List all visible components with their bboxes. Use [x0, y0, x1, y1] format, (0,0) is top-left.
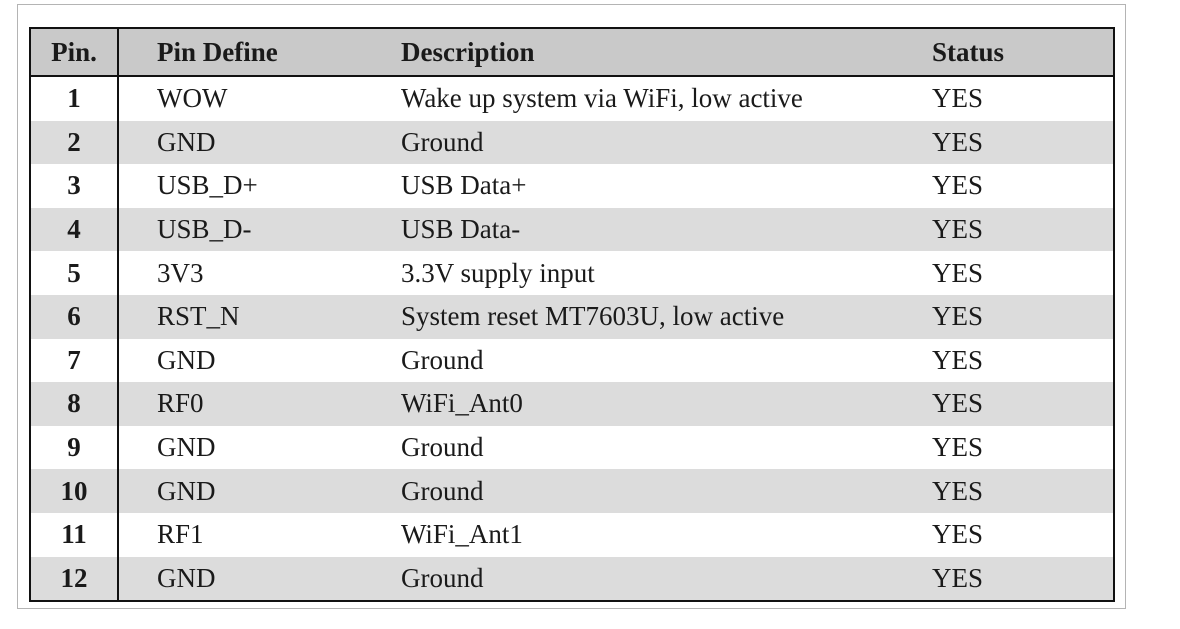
- description-cell: WiFi_Ant1: [401, 519, 523, 550]
- status-cell: YES: [932, 344, 984, 375]
- status-cell: YES: [932, 382, 1114, 426]
- image-frame: [17, 4, 1126, 609]
- table-row: 11 RF1 WiFi_Ant1 YES: [30, 512, 1114, 557]
- status-cell: YES: [932, 519, 984, 550]
- header-pin-define: Pin Define: [118, 28, 401, 77]
- description-cell: Ground: [401, 469, 932, 513]
- status-cell: YES: [932, 120, 1114, 165]
- pin-cell: 2: [30, 120, 119, 165]
- description-cell: WiFi_Ant0: [401, 382, 932, 426]
- pin-cell: 10: [30, 469, 119, 513]
- pin-define-cell: GND: [157, 432, 216, 463]
- description-cell: USB Data-: [401, 207, 932, 252]
- description-cell: Ground: [401, 556, 932, 602]
- pin-define-cell: USB_D-: [118, 207, 401, 252]
- pin-cell: 11: [30, 512, 119, 557]
- status-cell: YES: [932, 469, 1114, 513]
- pin-cell: 12: [30, 556, 119, 602]
- pin-define-cell: RST_N: [118, 294, 401, 339]
- pin-define-cell: GND: [118, 469, 401, 513]
- status-cell: YES: [932, 294, 1114, 339]
- pin-cell: 7: [30, 338, 119, 383]
- status-cell: YES: [932, 170, 984, 201]
- description-cell: USB Data+: [401, 170, 527, 201]
- table-row: 8 RF0 WiFi_Ant0 YES: [30, 382, 1114, 426]
- pin-cell: 5: [30, 251, 119, 295]
- pin-cell: 8: [30, 382, 119, 426]
- table-row: 9 GND Ground YES: [30, 425, 1114, 470]
- header-description: Description: [401, 28, 932, 77]
- status-cell: YES: [932, 83, 984, 114]
- table-row: 10 GND Ground YES: [30, 469, 1114, 513]
- table-row: 5 3V3 3.3V supply input YES: [30, 251, 1114, 295]
- header-status: Status: [932, 28, 1114, 77]
- description-cell: Ground: [401, 432, 484, 463]
- pin-define-cell: RF1: [157, 519, 204, 550]
- description-cell: 3.3V supply input: [401, 257, 595, 288]
- table-header-row: Pin. Pin Define Description Status: [30, 28, 1114, 77]
- pin-define-cell: GND: [118, 120, 401, 165]
- description-cell: Ground: [401, 344, 484, 375]
- table-row: 7 GND Ground YES: [30, 338, 1114, 383]
- pin-cell: 3: [30, 164, 119, 208]
- status-cell: YES: [932, 432, 984, 463]
- description-cell: Ground: [401, 120, 932, 165]
- pin-define-cell: GND: [118, 556, 401, 602]
- pin-define-cell: USB_D+: [157, 170, 258, 201]
- status-cell: YES: [932, 556, 1114, 602]
- table-row: 6 RST_N System reset MT7603U, low active YE…: [30, 294, 1114, 339]
- table-row: 2 GND Ground YES: [30, 120, 1114, 165]
- table-row: 3 USB_D+ USB Data+ YES: [30, 164, 1114, 208]
- pin-table: Pin. Pin Define Description Status 1 WOW W…: [29, 27, 1115, 603]
- pin-cell: 9: [30, 425, 119, 470]
- table-row: 1 WOW Wake up system via WiFi, low active Y…: [30, 76, 1114, 121]
- status-cell: YES: [932, 207, 1114, 252]
- table-row: 12 GND Ground YES: [30, 556, 1114, 602]
- pin-define-cell: 3V3: [157, 257, 204, 288]
- pin-cell: 4: [30, 207, 119, 252]
- pin-define-cell: GND: [157, 344, 216, 375]
- description-cell: System reset MT7603U, low active: [401, 294, 932, 339]
- table-row: 4 USB_D- USB Data- YES: [30, 207, 1114, 252]
- pin-define-cell: RF0: [118, 382, 401, 426]
- pin-cell: 6: [30, 294, 119, 339]
- pin-cell: 1: [30, 76, 119, 121]
- header-pin: Pin.: [30, 28, 119, 77]
- status-cell: YES: [932, 257, 984, 288]
- pin-define-cell: WOW: [157, 83, 228, 114]
- description-cell: Wake up system via WiFi, low active: [401, 83, 803, 114]
